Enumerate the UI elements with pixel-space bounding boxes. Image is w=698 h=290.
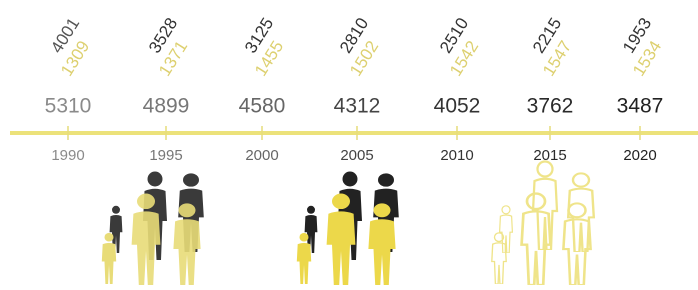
year-label: 1995 (149, 147, 182, 164)
year-label: 2015 (533, 147, 566, 164)
total-value: 4052 (434, 95, 481, 118)
total-value: 3487 (617, 95, 664, 118)
year-label: 2000 (245, 147, 278, 164)
family-group (297, 172, 399, 286)
total-value: 3762 (527, 95, 574, 118)
year-label: 1990 (51, 147, 84, 164)
year-label: 2020 (623, 147, 656, 164)
total-value: 5310 (45, 95, 92, 118)
figure (492, 233, 506, 284)
total-value: 4899 (143, 95, 190, 118)
family-group (102, 172, 204, 286)
figure (533, 162, 557, 251)
year-label: 2010 (440, 147, 473, 164)
page: {"timeline": { "years": ["1990", "1995",… (0, 0, 698, 290)
timeline-graphic: 1990531040011309199548993528137120004580… (0, 0, 698, 290)
total-value: 4312 (334, 95, 381, 118)
total-value: 4580 (239, 95, 286, 118)
year-label: 2005 (340, 147, 373, 164)
family-group (492, 162, 594, 286)
